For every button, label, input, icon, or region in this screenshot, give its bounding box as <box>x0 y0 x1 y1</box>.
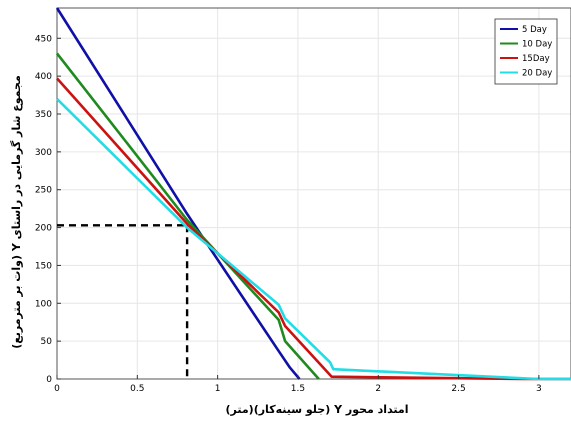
legend: 5 Day 10 Day 15Day 20 Day <box>494 18 558 85</box>
x-tick-label: 0 <box>54 384 60 394</box>
x-tick-label: 2.5 <box>451 384 465 394</box>
y-tick-label: 200 <box>35 224 52 234</box>
series-line-4 <box>56 97 571 381</box>
series-line-1 <box>55 7 301 380</box>
y-tick-label: 150 <box>35 261 52 271</box>
x-axis-title: امتداد محور Y (جلو سینه‌کار)(متر) <box>226 403 409 416</box>
legend-label-4: 20 Day <box>522 69 552 79</box>
y-tick-label: 350 <box>35 110 52 120</box>
x-tick-label: 1 <box>215 384 221 394</box>
plot-area <box>56 7 571 380</box>
y-tick-label: 250 <box>35 186 52 196</box>
tick-labels: 0 0.5 1 1.5 2 2.5 3 0 50 100 150 200 250 300 350 400 450 <box>35 34 542 394</box>
legend-label-1: 5 Day <box>522 25 547 35</box>
y-tick-label: 450 <box>35 34 52 44</box>
series-line-3 <box>56 77 571 381</box>
grid <box>56 8 571 380</box>
plot-border <box>56 7 571 380</box>
series-line-2 <box>55 52 320 380</box>
y-tick-label: 400 <box>35 72 52 82</box>
x-tick-label: 2 <box>375 384 381 394</box>
y-tick-label: 0 <box>46 375 52 385</box>
y-axis-title: مجموع شار گرمایی در راستای Y (وات بر متر… <box>10 75 23 349</box>
x-tick-label: 1.5 <box>291 384 305 394</box>
x-tick-label: 3 <box>536 384 542 394</box>
y-tick-label: 300 <box>35 148 52 158</box>
y-tick-label: 100 <box>35 299 52 309</box>
x-tick-label: 0.5 <box>130 384 144 394</box>
legend-label-3: 15Day <box>522 54 550 64</box>
series-lines <box>55 7 571 381</box>
legend-label-2: 10 Day <box>522 40 552 50</box>
y-tick-label: 50 <box>41 337 53 347</box>
dashed-guide-lines <box>57 224 189 379</box>
